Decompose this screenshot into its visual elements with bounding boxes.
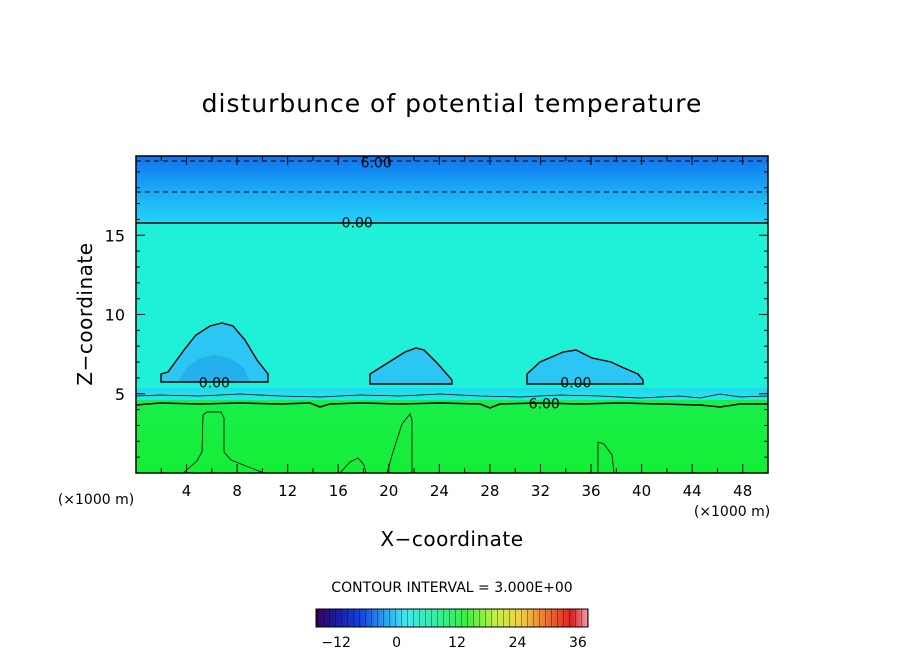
x-tick-label: 16 (329, 482, 348, 500)
colorbar-tick-label: 24 (509, 635, 527, 651)
y-tick-labels: 5 10 15 (105, 226, 125, 404)
colorbar-tick-label: −12 (321, 635, 351, 651)
x-tick-label: 4 (182, 482, 192, 500)
axis-ticks (136, 156, 768, 473)
contour-bubble-1 (160, 322, 269, 383)
bubble-core-1 (178, 355, 250, 382)
y-tick-label: 15 (105, 226, 125, 245)
colorbar-tick-label: 12 (448, 635, 466, 651)
colorbar-tick-label: 36 (569, 635, 587, 651)
x-tick-label: 48 (733, 482, 752, 500)
x-tick-label: 24 (430, 482, 449, 500)
x-tick-label: 8 (232, 482, 242, 500)
fill-lower-green (136, 400, 768, 473)
contour-plume-1 (182, 411, 265, 473)
contour-label: 0.00 (560, 376, 591, 392)
contour-label: 6.00 (361, 155, 392, 171)
y-axis-label: Z−coordinate (73, 242, 97, 385)
colorbar-tick-labels: −12 0 12 24 36 (321, 635, 587, 651)
contour-label: 6.00 (529, 396, 560, 412)
y-unit-label: (×1000 m) (58, 492, 134, 508)
contour-lines (136, 160, 768, 473)
contour-label: 0.00 (199, 376, 230, 392)
x-axis-label: X−coordinate (380, 527, 523, 551)
colorbar: −12 0 12 24 36 (315, 608, 589, 651)
contour-plume-4 (597, 441, 615, 473)
x-tick-label: 20 (379, 482, 398, 500)
x-tick-label: 32 (531, 482, 550, 500)
colorbar-tick-label: 0 (392, 635, 401, 651)
x-tick-label: 40 (632, 482, 651, 500)
contour-label: 0.00 (342, 216, 373, 232)
chart-title: disturbunce of potential temperature (202, 89, 703, 118)
contour-bubble-2 (369, 347, 453, 385)
plot-fills (136, 156, 768, 473)
fill-top-blue (136, 156, 768, 222)
colorbar-stripes (316, 609, 588, 627)
bubble-fill-3 (527, 350, 643, 384)
contour-bubble-3 (526, 349, 644, 385)
bubble-fill-2 (370, 348, 452, 384)
contour-plume-3 (386, 413, 413, 473)
x-tick-label: 28 (480, 482, 499, 500)
contour-labels: 6.000.000.00 0.006.00 (199, 155, 592, 412)
x-unit-label: (×1000 m) (694, 504, 770, 520)
contour-six-low (136, 402, 768, 409)
y-tick-label: 10 (105, 306, 125, 325)
contour-plume-2 (339, 457, 367, 473)
contour-thin-low (136, 393, 768, 399)
contour-interval-text: CONTOUR INTERVAL = 3.000E+00 (331, 580, 572, 596)
x-tick-labels: 4 8 12 16 20 24 28 32 36 40 44 48 (182, 482, 752, 500)
y-tick-label: 5 (115, 385, 125, 404)
x-tick-label: 36 (581, 482, 600, 500)
colorbar-frame (315, 608, 589, 628)
x-tick-label: 44 (683, 482, 702, 500)
x-tick-label: 12 (278, 482, 297, 500)
